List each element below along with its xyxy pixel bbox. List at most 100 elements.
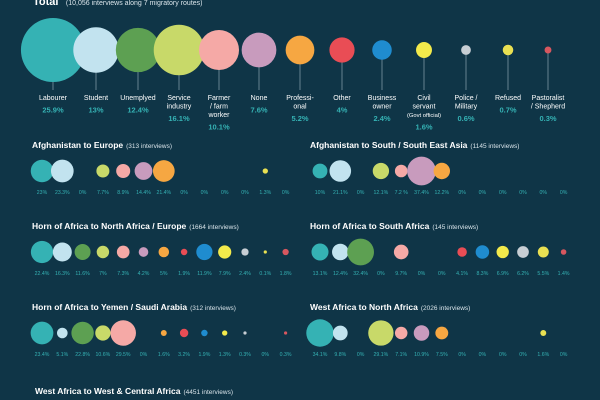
route-bubble	[517, 246, 529, 258]
total-category-label: industry	[167, 104, 192, 111]
route-value-label: 0%	[519, 190, 527, 196]
route-value-label: 7.5%	[436, 352, 448, 358]
route-value-label: 16.3%	[55, 271, 70, 277]
total-value-label: 0.6%	[457, 114, 474, 123]
total-value-label: 2.4%	[373, 114, 390, 123]
route-bubble	[282, 248, 289, 256]
route-name: Horn of Africa to South Africa	[310, 221, 430, 231]
route-value-label: 7.3%	[117, 271, 129, 277]
route-panel: Afghanistan to South / South East Asia (1…	[310, 140, 568, 196]
total-category-label: Military	[455, 104, 478, 111]
total-value-label: 0.7%	[499, 106, 516, 115]
route-value-label: 12.4%	[333, 271, 348, 277]
route-bubble	[306, 319, 334, 347]
route-bubble	[56, 327, 68, 339]
route-interviews: (4451 interviews)	[183, 389, 233, 396]
total-value-label: 1.6%	[415, 123, 432, 132]
total-category-label: / Shepherd	[531, 104, 565, 111]
route-value-label: 10.6%	[96, 352, 111, 358]
route-value-label: 12.2%	[434, 190, 449, 196]
route-bubble	[222, 330, 228, 336]
total-category-label: None	[251, 95, 268, 102]
route-interviews: (1664 interviews)	[189, 224, 239, 231]
total-value-label: 0.3%	[539, 114, 556, 123]
route-value-label: 11.9%	[197, 271, 212, 277]
route-title: Afghanistan to Europe (313 interviews)	[32, 140, 172, 150]
route-bubble	[138, 247, 149, 257]
route-value-label: 8.9%	[117, 190, 129, 196]
total-bubble	[329, 37, 355, 63]
total-value-label: 10.1%	[208, 123, 230, 132]
route-bubble	[96, 245, 110, 259]
route-value-label: 0%	[79, 190, 87, 196]
total-category-label: Unemplyed	[120, 95, 156, 102]
route-value-label: 23.4%	[35, 352, 50, 358]
route-bubble	[372, 162, 390, 180]
route-bubble	[30, 159, 54, 183]
route-value-label: 7.7%	[97, 190, 109, 196]
route-panel: Horn of Africa to South Africa (145 inter…	[310, 221, 570, 277]
route-value-label: 0%	[499, 352, 507, 358]
route-bubble	[332, 325, 348, 341]
route-value-label: 5.1%	[56, 352, 68, 358]
route-value-label: 7%	[99, 271, 107, 277]
route-bubble	[52, 242, 72, 262]
total-value-label: 12.4%	[127, 106, 149, 115]
total-category-label: (Govt official)	[407, 113, 441, 119]
total-category-label: Labourer	[39, 95, 68, 102]
route-value-label: 0%	[357, 352, 365, 358]
route-bubble	[284, 331, 288, 335]
total-category-label: Farmer	[208, 95, 231, 102]
route-bubble	[95, 325, 111, 341]
route-value-label: 0%	[540, 190, 548, 196]
total-value-label: 16.1%	[168, 114, 190, 123]
route-bubble	[413, 325, 430, 341]
route-bubble	[435, 326, 449, 340]
route-value-label: 0%	[357, 190, 365, 196]
route-bubble	[537, 246, 549, 258]
route-bubble	[394, 326, 408, 340]
route-bubble	[158, 246, 170, 258]
route-bubble	[116, 245, 130, 259]
total-category-label: Pastoralist	[532, 95, 565, 102]
route-title: Afghanistan to South / South East Asia (1…	[310, 140, 519, 150]
route-value-label: 1.6%	[537, 352, 549, 358]
total-category-label: Police /	[455, 95, 478, 102]
route-value-label: 0%	[479, 352, 487, 358]
route-value-label: 1.8%	[280, 271, 292, 277]
route-bubble	[50, 159, 74, 183]
route-bubble	[332, 243, 349, 261]
route-panel: Afghanistan to Europe (313 interviews) 23%…	[30, 140, 290, 196]
total-category-label: Refused	[495, 95, 521, 102]
total-bubble	[461, 45, 471, 55]
route-value-label: 21.1%	[333, 190, 348, 196]
route-bubble	[407, 156, 436, 186]
total-bubble	[241, 32, 277, 68]
route-title: Horn of Africa to North Africa / Europe(…	[32, 221, 239, 231]
route-bubble	[180, 248, 188, 256]
route-panel: Horn of Africa to Yemen / Saudi Arabia (3…	[30, 302, 292, 358]
route-interviews: (2026 interviews)	[421, 305, 471, 312]
route-value-label: 10.9%	[414, 352, 429, 358]
route-bubble	[368, 320, 394, 346]
route-interviews: (1145 interviews)	[470, 143, 519, 150]
route-name: Horn of Africa to North Africa / Europe	[32, 221, 187, 231]
route-value-label: 0.3%	[280, 352, 292, 358]
route-value-label: 6.2%	[517, 271, 529, 277]
route-value-label: 0%	[560, 352, 568, 358]
total-category-label: owner	[372, 104, 392, 111]
route-value-label: 7.1%	[395, 352, 407, 358]
route-bubble	[329, 160, 352, 182]
route-panel: West Africa to North Africa (2026 intervi…	[306, 302, 568, 358]
route-bubble	[74, 243, 91, 261]
route-value-label: 7.2 %	[395, 190, 409, 196]
route-value-label: 13.1%	[313, 271, 328, 277]
route-value-label: 0%	[499, 190, 507, 196]
route-value-label: 29.5%	[116, 352, 131, 358]
route-bubble	[71, 321, 94, 345]
total-bubble	[198, 29, 240, 71]
route-value-label: 7.9%	[219, 271, 231, 277]
total-value-label: 25.9%	[42, 106, 64, 115]
route-name: Afghanistan to Europe	[32, 140, 123, 150]
